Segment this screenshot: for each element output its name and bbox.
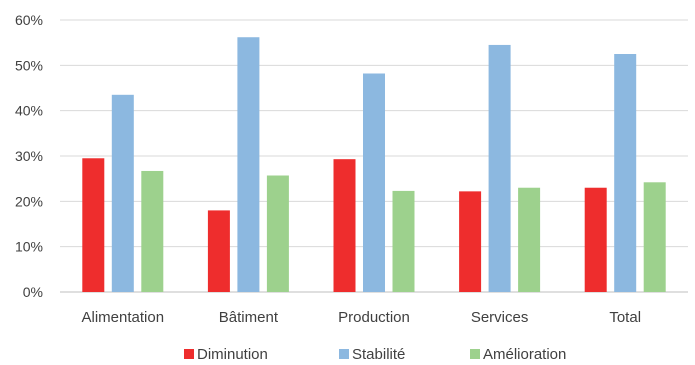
y-tick-label: 30%	[15, 148, 43, 164]
bar-diminution-1	[207, 210, 230, 292]
x-category-label: Total	[609, 309, 641, 326]
x-axis-category-labels: Alimentation Bâtiment Production Services To…	[82, 309, 642, 326]
bar-amélioration-1	[266, 175, 289, 292]
x-category-label: Bâtiment	[219, 309, 279, 326]
bar-diminution-2	[333, 159, 356, 292]
bar-amélioration-4	[643, 182, 666, 292]
x-category-label: Production	[338, 309, 410, 326]
bar-stabilité-4	[614, 54, 637, 292]
bar-amélioration-0	[141, 170, 164, 292]
bar-stabilité-2	[363, 73, 385, 292]
y-tick-label: 60%	[15, 12, 43, 28]
bar-stabilité-0	[111, 94, 134, 292]
legend-label: Diminution	[197, 346, 268, 363]
y-tick-label: 50%	[15, 57, 43, 73]
x-category-label: Alimentation	[82, 309, 165, 326]
bar-amélioration-2	[392, 190, 415, 292]
legend: Diminution Stabilité Amélioration	[184, 346, 566, 363]
x-category-label: Services	[471, 309, 529, 326]
bar-diminution-3	[459, 191, 482, 292]
y-axis-tick-labels: 0% 10% 20% 30% 40% 50% 60%	[15, 12, 43, 300]
legend-swatch-stabilité	[339, 349, 349, 359]
y-tick-label: 10%	[15, 239, 43, 255]
y-tick-label: 20%	[15, 193, 43, 209]
bar-stabilité-3	[488, 44, 511, 292]
y-tick-label: 0%	[23, 284, 43, 300]
legend-swatch-diminution	[184, 349, 194, 359]
bar-amélioration-3	[518, 187, 541, 292]
bar-stabilité-1	[237, 37, 260, 292]
legend-swatch-amélioration	[470, 349, 480, 359]
bar-diminution-0	[82, 158, 105, 292]
y-tick-label: 40%	[15, 103, 43, 119]
bars	[82, 37, 666, 292]
legend-label: Amélioration	[483, 346, 566, 363]
bar-diminution-4	[584, 187, 607, 292]
legend-label: Stabilité	[352, 346, 405, 363]
